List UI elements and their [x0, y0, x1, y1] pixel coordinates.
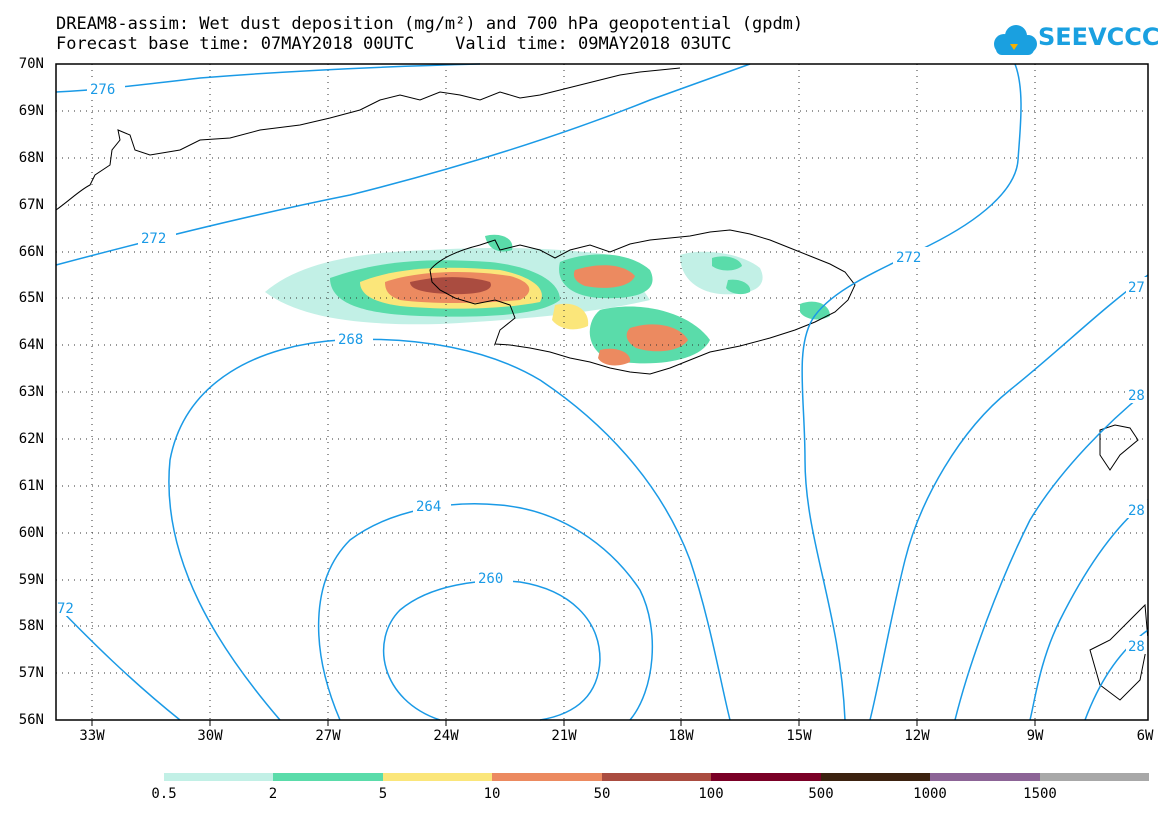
lat-label: 63N: [18, 384, 44, 400]
lat-label: 64N: [18, 337, 44, 353]
lat-label: 60N: [18, 525, 44, 541]
colorbar-segment: [273, 773, 383, 781]
colorbar-segment: [820, 773, 931, 781]
lon-label: 24W: [433, 728, 459, 744]
contour-label: 272: [141, 231, 166, 247]
geopotential-contours: [55, 63, 1149, 721]
colorbar-segment: [1039, 773, 1149, 781]
colorbar-label: 1000: [913, 786, 947, 802]
coastlines: [55, 67, 1149, 701]
colorbar-segment: [601, 773, 712, 781]
lon-label: 27W: [315, 728, 341, 744]
colorbar-segment: [164, 773, 274, 781]
colorbar: [164, 773, 1149, 781]
colorbar-segment: [382, 773, 493, 781]
contour-label: 272: [896, 250, 921, 266]
lon-label: 18W: [668, 728, 694, 744]
lat-label: 67N: [18, 197, 44, 213]
contour-label: 72: [57, 601, 74, 617]
lon-label: 6W: [1136, 728, 1154, 744]
lon-label: 21W: [551, 728, 577, 744]
colorbar-label: 10: [483, 786, 501, 802]
cloud-icon: [994, 25, 1037, 55]
contour-labels: 276 272 272 268 264 260 27 28 28 28 72: [56, 80, 1148, 655]
lon-label: 12W: [904, 728, 930, 744]
logo-text: SEEVCCC: [1038, 23, 1160, 51]
colorbar-label: 100: [698, 786, 724, 802]
contour-label: 260: [478, 571, 503, 587]
lat-label: 57N: [18, 665, 44, 681]
colorbar-label: 2: [268, 786, 278, 802]
map-subtitle: Forecast base time: 07MAY2018 00UTC Vali…: [56, 34, 732, 54]
contour-label: 268: [338, 332, 363, 348]
colorbar-label: 50: [593, 786, 611, 802]
lat-label: 65N: [18, 290, 44, 306]
graticule: [56, 64, 1148, 720]
colorbar-segment: [492, 773, 602, 781]
contour-label: 276: [90, 82, 115, 98]
lat-label: 70N: [18, 56, 44, 72]
map-title: DREAM8-assim: Wet dust deposition (mg/m²…: [56, 14, 804, 34]
colorbar-label: 500: [808, 786, 834, 802]
contour-label: 264: [416, 499, 441, 515]
lat-label: 59N: [18, 572, 44, 588]
lon-label: 9W: [1026, 728, 1044, 744]
contour-label: 27: [1128, 280, 1145, 296]
lat-label: 66N: [18, 244, 44, 260]
lon-label: 15W: [786, 728, 812, 744]
colorbar-segment: [930, 773, 1040, 781]
lat-label: 61N: [18, 478, 44, 494]
dust-shading: [265, 234, 830, 366]
lat-label: 56N: [18, 712, 44, 728]
lat-label: 62N: [18, 431, 44, 447]
axis-ticks: [91, 720, 1036, 726]
lon-label: 33W: [79, 728, 105, 744]
map-frame: [55, 63, 1149, 721]
colorbar-label: 5: [378, 786, 388, 802]
contour-label: 28: [1128, 639, 1145, 655]
colorbar-label: 1500: [1023, 786, 1057, 802]
lat-label: 68N: [18, 150, 44, 166]
colorbar-label: 0.5: [151, 786, 177, 802]
lat-label: 69N: [18, 103, 44, 119]
contour-label: 28: [1128, 388, 1145, 404]
lat-label: 58N: [18, 618, 44, 634]
colorbar-segment: [711, 773, 821, 781]
contour-label: 28: [1128, 503, 1145, 519]
lon-label: 30W: [197, 728, 223, 744]
